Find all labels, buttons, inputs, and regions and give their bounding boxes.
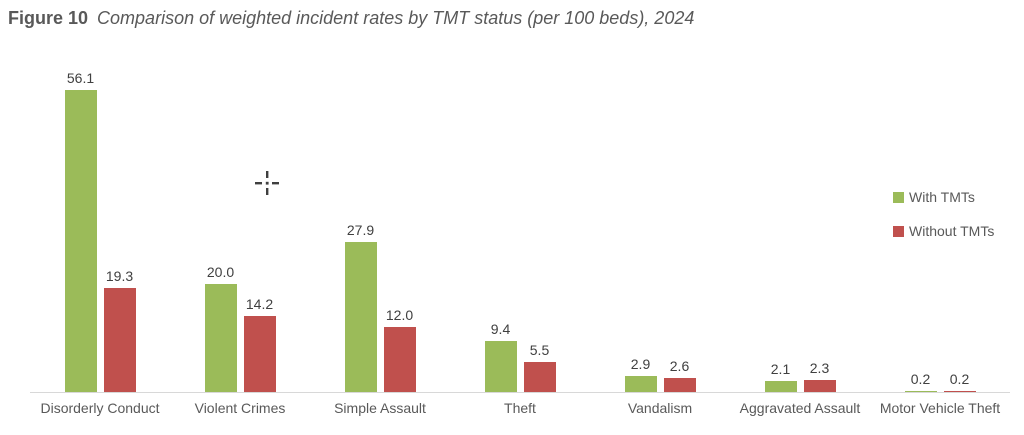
bar-column: 12.0 [383,307,416,392]
category-label: Theft [504,400,536,416]
bar-column: 19.3 [103,268,136,392]
bar-value-label: 56.1 [66,70,95,86]
legend: With TMTs Without TMTs [893,188,994,256]
bar-with-tmts [204,284,237,392]
crosshair-cursor-icon [255,171,279,195]
bar-without-tmts [103,288,136,392]
x-axis-line [30,392,1010,393]
figure-title: Figure 10 Comparison of weighted inciden… [8,8,694,29]
bar-without-tmts [523,362,556,392]
bar-value-label: 2.9 [630,356,651,372]
bar-value-label: 2.3 [809,360,830,376]
bar-without-tmts [663,378,696,392]
bar-group: 20.0 14.2 [170,60,310,392]
bar-value-label: 12.0 [385,307,414,323]
bar-group: 0.2 0.2 [870,60,1010,392]
bar-without-tmts [803,380,836,392]
bar-column: 27.9 [344,222,377,392]
bar-group: 9.4 5.5 [450,60,590,392]
bar-value-label: 5.5 [529,342,550,358]
plot-area: 56.1 19.3 20.0 14.2 27.9 12.0 9.4 5.5 2.9 2.6 2.1 2… [30,60,1010,392]
bar-value-label: 19.3 [105,268,134,284]
bar-column: 56.1 [64,70,97,392]
bar-column: 20.0 [204,264,237,392]
bar-column: 0.2 [904,371,937,392]
bar-column: 2.6 [663,358,696,392]
legend-item: Without TMTs [893,222,994,240]
bar-group: 27.9 12.0 [310,60,450,392]
bar-value-label: 2.1 [770,361,791,377]
bar-value-label: 27.9 [346,222,375,238]
bar-without-tmts [943,391,976,392]
category-label: Aggravated Assault [739,400,861,416]
legend-swatch-icon [893,191,904,203]
bar-value-label: 20.0 [206,264,235,280]
category-label: Violent Crimes [194,400,286,416]
legend-swatch-icon [893,225,904,237]
legend-label: With TMTs [909,189,975,205]
bar-column: 14.2 [243,296,276,392]
bar-with-tmts [624,376,657,392]
bar-with-tmts [904,391,937,392]
bar-with-tmts [344,242,377,392]
figure-number-label: Figure 10 [8,8,89,28]
legend-item: With TMTs [893,188,994,206]
bar-with-tmts [484,341,517,392]
bar-column: 2.9 [624,356,657,392]
category-label: Disorderly Conduct [40,400,160,416]
bar-column: 2.3 [803,360,836,392]
x-axis-category-labels: Disorderly Conduct Violent Crimes Simple A… [30,400,1010,417]
category-label: Vandalism [627,400,693,416]
bar-value-label: 14.2 [245,296,274,312]
bar-groups-container: 56.1 19.3 20.0 14.2 27.9 12.0 9.4 5.5 2.9 2.6 2.1 2… [30,60,1010,392]
bar-value-label: 0.2 [910,371,931,387]
bar-column: 9.4 [484,321,517,392]
category-label: Motor Vehicle Theft [879,400,1001,416]
bar-column: 0.2 [943,371,976,392]
bar-with-tmts [764,381,797,392]
figure-caption: Comparison of weighted incident rates by… [97,8,695,28]
bar-with-tmts [64,90,97,392]
category-label: Simple Assault [334,400,426,416]
legend-label: Without TMTs [909,223,995,239]
bar-column: 2.1 [764,361,797,392]
bar-group: 2.1 2.3 [730,60,870,392]
bar-group: 2.9 2.6 [590,60,730,392]
bar-column: 5.5 [523,342,556,392]
bar-group: 56.1 19.3 [30,60,170,392]
bar-value-label: 9.4 [490,321,511,337]
bar-value-label: 0.2 [949,371,970,387]
bar-without-tmts [383,327,416,392]
bar-without-tmts [243,316,276,392]
bar-value-label: 2.6 [669,358,690,374]
